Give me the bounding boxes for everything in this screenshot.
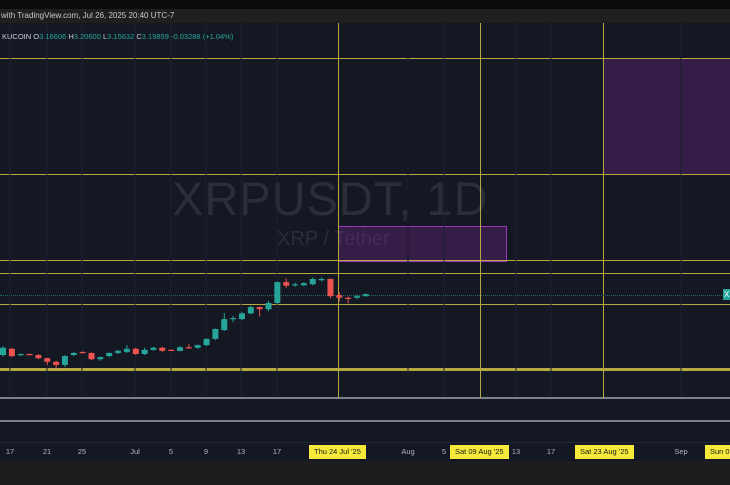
date-tag: Sat 09 Aug '25 xyxy=(450,445,509,459)
candle-body xyxy=(274,282,281,303)
candle-body xyxy=(238,313,245,320)
candle-body xyxy=(203,338,210,346)
candle-body xyxy=(354,296,360,298)
candle-body xyxy=(70,352,77,356)
axis-tick: Aug xyxy=(401,447,415,456)
candle-body xyxy=(230,318,237,320)
zone-rectangle-middle[interactable] xyxy=(338,226,507,262)
legend-close: 3.19859 xyxy=(141,32,169,41)
axis-tick: 25 xyxy=(77,447,87,456)
chart-pane[interactable]: XRPUSDT, 1D XRP / Tether X KUCOIN O3.166… xyxy=(0,23,730,442)
candle-body xyxy=(17,354,24,356)
candle-body xyxy=(0,347,6,356)
horizontal-line[interactable] xyxy=(0,58,730,59)
axis-tick: 21 xyxy=(42,447,52,456)
axis-tick: 17 xyxy=(5,447,15,456)
candle-body xyxy=(115,350,122,353)
candle-body xyxy=(212,329,219,339)
candle-body xyxy=(292,284,299,286)
legend-low: 3.15632 xyxy=(107,32,135,41)
legend-open: 3.16606 xyxy=(39,32,67,41)
separator-line xyxy=(0,420,730,422)
date-tag: Thu 24 Jul '25 xyxy=(309,445,366,459)
candle-body xyxy=(247,307,254,314)
zone-rectangle-upper[interactable] xyxy=(603,58,730,175)
candle-body xyxy=(106,352,113,357)
ohlc-legend: KUCOIN O3.16606 H3.20600 L3.15632 C3.198… xyxy=(2,32,233,41)
snapshot-header: with TradingView.com, Jul 26, 2025 20:40… xyxy=(0,9,730,23)
candle-body xyxy=(327,279,334,297)
candle-body xyxy=(61,356,68,365)
candlestick-series xyxy=(0,23,682,397)
candle-body xyxy=(123,348,130,352)
candle-body xyxy=(88,352,95,360)
candle-body xyxy=(53,361,60,365)
legend-exchange: KUCOIN xyxy=(2,32,32,41)
top-strip xyxy=(0,0,730,9)
last-price-line xyxy=(0,295,722,296)
candle-body xyxy=(150,347,157,350)
candle-body xyxy=(256,307,263,310)
candle-body xyxy=(318,279,325,281)
legend-change: -0.03288 (+1.04%) xyxy=(171,32,234,41)
horizontal-line[interactable] xyxy=(0,174,730,175)
bottom-bar xyxy=(0,461,730,485)
candle-body xyxy=(159,347,166,351)
legend-open-label: O xyxy=(33,32,40,41)
time-axis[interactable]: 17 21 25 Jul 5 9 13 17 Aug 5 13 17 Sep T… xyxy=(0,442,730,462)
candle-body xyxy=(300,283,307,286)
candle-body xyxy=(177,347,183,351)
horizontal-line[interactable] xyxy=(0,260,730,261)
candle-body xyxy=(141,349,148,354)
date-tag: Sat 23 Aug '25 xyxy=(575,445,634,459)
horizontal-line-thick[interactable] xyxy=(0,368,730,371)
candle-body xyxy=(26,354,33,356)
candle-body xyxy=(79,351,86,354)
candle-body xyxy=(283,282,290,286)
vertical-line[interactable] xyxy=(603,23,604,398)
candle-body xyxy=(35,355,42,359)
axis-tick: 17 xyxy=(546,447,556,456)
vertical-line[interactable] xyxy=(338,23,339,398)
vertical-line[interactable] xyxy=(480,23,481,398)
candle-body xyxy=(221,319,228,331)
candle-body xyxy=(336,295,343,298)
candle-body xyxy=(168,349,175,352)
horizontal-line[interactable] xyxy=(0,273,730,274)
axis-tick: Sep xyxy=(674,447,688,456)
candle-body xyxy=(185,347,192,349)
candle-body xyxy=(362,294,369,297)
axis-tick: 9 xyxy=(203,447,209,456)
candle-body xyxy=(44,358,51,362)
legend-close-label: C xyxy=(136,32,142,41)
candle-body xyxy=(8,348,15,357)
legend-low-label: L xyxy=(102,32,108,41)
candle-body xyxy=(265,302,272,310)
axis-tick: 13 xyxy=(236,447,246,456)
candle-body xyxy=(345,297,352,299)
candle-body xyxy=(194,345,201,348)
candle-body xyxy=(132,348,139,354)
candle-body xyxy=(97,357,104,360)
watermark-symbol: XRPUSDT, 1D xyxy=(172,172,489,225)
watermark-name: XRP / Tether xyxy=(277,228,390,250)
horizontal-line[interactable] xyxy=(0,304,730,305)
legend-high: 3.20600 xyxy=(73,32,101,41)
axis-tick: Jul xyxy=(130,447,140,456)
axis-tick: 17 xyxy=(272,447,282,456)
price-label: X xyxy=(723,289,730,300)
axis-tick: 5 xyxy=(168,447,174,456)
legend-high-label: H xyxy=(68,32,74,41)
axis-tick: 13 xyxy=(511,447,521,456)
separator-line xyxy=(0,397,730,399)
date-tag: Sun 0 xyxy=(705,445,730,459)
candle-body xyxy=(309,279,316,285)
axis-tick: 5 xyxy=(441,447,447,456)
